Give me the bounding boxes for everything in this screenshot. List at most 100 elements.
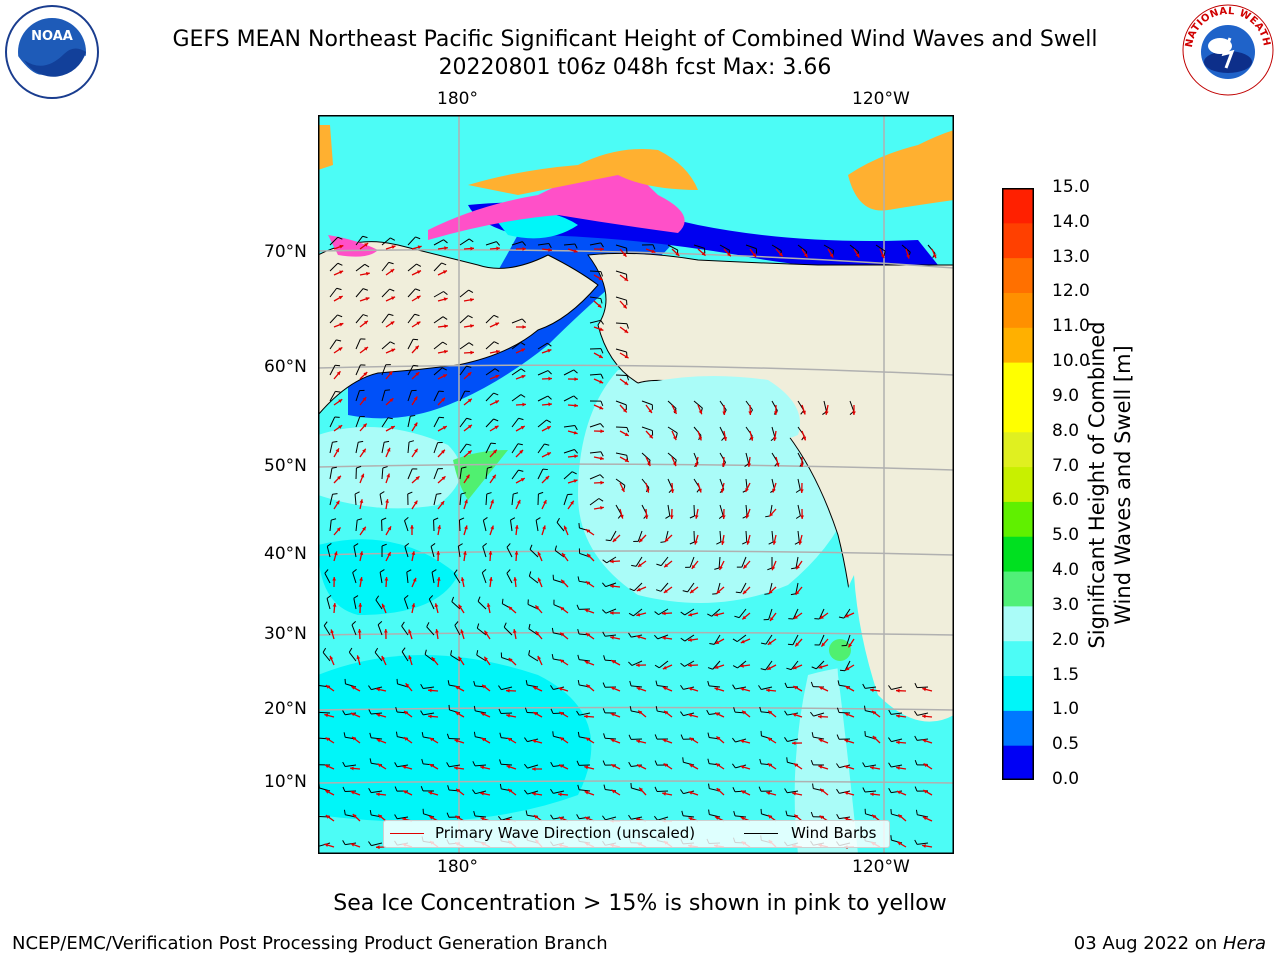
- wind-barb-feather: [443, 291, 448, 296]
- wave-arrow-head: [698, 436, 702, 441]
- wind-barb: [433, 468, 439, 480]
- wave-arrow-head: [507, 737, 512, 742]
- wind-barb-feather: [602, 682, 606, 688]
- wind-barb-feather: [628, 734, 632, 740]
- wind-barb-feather: [410, 414, 416, 417]
- wind-barb-feather: [600, 271, 603, 277]
- wave-arrow-head: [470, 297, 474, 302]
- wave-arrow-head: [496, 246, 500, 251]
- wind-barb-feather: [550, 788, 554, 794]
- wind-barb: [667, 426, 678, 434]
- wave-arrow-head: [417, 245, 422, 250]
- colorbar-segment: [1002, 605, 1034, 642]
- wave-arrow-head: [819, 615, 824, 619]
- wave-arrow-head: [872, 736, 877, 740]
- wave-arrow-head: [574, 454, 578, 459]
- wind-barb-feather: [466, 443, 472, 446]
- wave-arrow-head: [610, 686, 615, 691]
- wave-arrow-head: [467, 398, 472, 403]
- wave-arrow-head: [585, 529, 590, 533]
- wind-barb-feather: [653, 634, 659, 640]
- wind-barb-feather: [812, 783, 814, 789]
- wave-arrow-head: [384, 577, 389, 581]
- wave-arrow-head: [481, 738, 486, 742]
- wind-barb-feather: [420, 683, 424, 689]
- wind-barb: [589, 498, 600, 506]
- wave-arrow-head: [768, 710, 773, 715]
- wave-arrow-head: [598, 276, 603, 280]
- colorbar: [1002, 188, 1034, 780]
- wind-barb: [355, 442, 359, 454]
- lat-tick-10n: 10°N: [264, 772, 307, 792]
- wave-arrow-head: [559, 659, 564, 664]
- wind-barb: [371, 686, 383, 691]
- wind-barb-feather: [377, 620, 383, 626]
- wave-arrow-head: [513, 577, 518, 581]
- wind-barb-feather: [605, 539, 611, 542]
- wave-arrow-head: [416, 295, 421, 300]
- wind-barb-feather: [758, 786, 762, 792]
- wave-arrow-head: [391, 296, 396, 301]
- wind-barb-feather: [430, 543, 436, 547]
- wind-barb: [528, 654, 539, 662]
- wave-arrow-head: [714, 687, 719, 691]
- wind-barb: [371, 790, 383, 794]
- wind-barb: [433, 367, 443, 376]
- top-tick-120w: 120°W: [852, 89, 910, 109]
- wind-barb: [407, 288, 416, 298]
- wind-barb: [891, 686, 903, 690]
- wave-arrow-head: [339, 322, 344, 327]
- wind-barb-feather: [513, 492, 519, 495]
- wave-arrow-head: [338, 347, 343, 352]
- wind-barb-feather: [520, 368, 526, 373]
- wind-barb: [433, 416, 440, 428]
- lat-tick-70n: 70°N: [264, 242, 307, 262]
- wind-barb: [765, 634, 773, 645]
- wind-barb: [355, 288, 364, 298]
- wave-arrow-head: [390, 426, 395, 430]
- wave-arrow-head: [803, 253, 808, 258]
- wind-barb: [563, 243, 575, 246]
- wave-arrow-head: [443, 349, 448, 354]
- wind-barb-feather: [460, 492, 466, 495]
- wave-arrow-head: [561, 579, 565, 584]
- wind-barb: [404, 520, 409, 532]
- wave-arrow-head: [365, 297, 370, 301]
- wind-barb-feather: [394, 814, 398, 820]
- wind-barb-feather: [433, 517, 439, 521]
- wind-barb-feather: [438, 416, 445, 419]
- wind-barb: [511, 368, 522, 376]
- wave-arrow-head: [542, 525, 546, 530]
- wind-barb-feather: [426, 622, 430, 628]
- noaa-logo-text: NOAA: [31, 29, 73, 44]
- wave-arrow-head: [714, 816, 719, 820]
- wave-arrow-head: [547, 348, 552, 353]
- wave-arrow-head: [694, 462, 699, 467]
- wave-arrow-head: [802, 436, 807, 441]
- wave-arrow-head: [664, 710, 669, 715]
- wind-barb-feather: [358, 440, 364, 443]
- wind-barb-feather: [394, 762, 398, 767]
- wind-barb-feather: [520, 341, 526, 346]
- wind-barb-feather: [496, 241, 501, 246]
- wave-arrow-head: [495, 322, 500, 327]
- wave-arrow-head: [338, 399, 343, 403]
- wave-arrow-head: [520, 478, 525, 482]
- wind-barb: [605, 582, 617, 588]
- wave-arrow-head: [376, 845, 380, 850]
- wind-barb: [485, 368, 496, 376]
- wind-barb: [818, 608, 825, 620]
- wind-barb: [604, 737, 617, 740]
- wave-arrow-head: [414, 345, 419, 350]
- wind-barb-feather: [577, 731, 580, 737]
- wave-arrow-head: [403, 737, 408, 741]
- wave-arrow-head: [672, 436, 677, 441]
- wind-barb: [511, 394, 522, 402]
- wind-barb: [459, 390, 466, 402]
- wave-arrow-head: [619, 514, 624, 519]
- wave-arrow-head: [364, 243, 369, 247]
- wind-barb-feather: [415, 288, 421, 292]
- wave-arrow-head: [897, 841, 902, 846]
- wave-arrow-head: [383, 629, 388, 633]
- wind-barb: [485, 241, 497, 246]
